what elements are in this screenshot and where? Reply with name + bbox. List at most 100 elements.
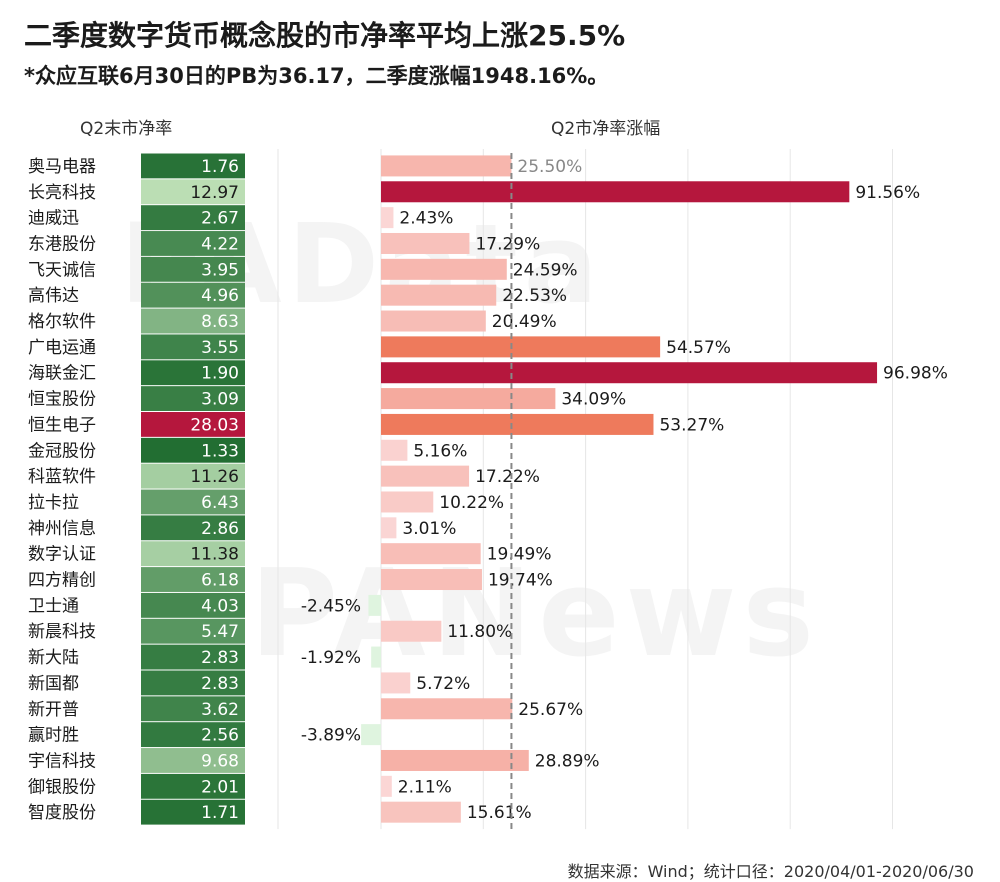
change-value-label: 34.09%	[561, 390, 626, 410]
change-value-label: -2.45%	[301, 596, 361, 616]
pb-cell	[141, 773, 245, 799]
pb-value-label: 5.47	[201, 622, 239, 642]
pb-cell	[141, 592, 245, 618]
pb-cell	[141, 541, 245, 567]
change-bar	[381, 491, 434, 513]
pb-value-label: 4.22	[201, 234, 239, 254]
pb-value-label: 3.62	[201, 700, 239, 720]
change-value-label: 25.50%	[517, 157, 582, 177]
change-bar	[381, 439, 408, 461]
change-value-label: 24.59%	[513, 260, 578, 280]
change-value-label: 19.49%	[487, 545, 552, 565]
change-bar	[381, 517, 397, 539]
pb-value-label: 3.55	[201, 338, 239, 358]
pb-value-label: 1.71	[201, 803, 239, 823]
pb-cell	[141, 515, 245, 541]
pb-value-label: 9.68	[201, 751, 239, 771]
change-bar	[381, 284, 497, 306]
category-label: 新开普	[28, 700, 79, 720]
change-value-label: 15.61%	[467, 803, 532, 823]
category-label: 四方精创	[28, 571, 96, 591]
change-value-label: 28.89%	[535, 751, 600, 771]
change-bar	[381, 801, 461, 823]
change-value-label: 3.01%	[402, 519, 456, 539]
pb-value-label: 2.56	[201, 726, 239, 746]
pb-cell	[141, 231, 245, 256]
change-value-label: 11.80%	[447, 622, 512, 642]
category-label: 新大陆	[28, 648, 79, 668]
change-bar	[381, 232, 470, 254]
pb-cell	[141, 463, 245, 489]
change-bar	[381, 569, 482, 591]
pb-value-label: 6.18	[201, 571, 239, 591]
pb-value-label: 28.03	[190, 415, 239, 435]
pb-cell	[141, 386, 245, 411]
category-label: 恒生电子	[28, 415, 96, 435]
category-label: 长亮科技	[28, 183, 96, 203]
category-label: 科蓝软件	[28, 467, 96, 487]
change-value-label: 96.98%	[883, 364, 948, 384]
pb-value-label: 11.26	[190, 467, 239, 487]
category-label: 迪威迅	[28, 209, 79, 229]
change-column-header: Q2市净率涨幅	[551, 119, 661, 139]
pb-value-label: 1.76	[201, 157, 239, 177]
category-label: 海联金汇	[28, 364, 96, 384]
pb-value-label: 3.95	[201, 260, 239, 280]
pb-value-label: 11.38	[190, 545, 239, 565]
change-bar	[381, 413, 654, 435]
pb-value-label: 4.96	[201, 286, 239, 306]
pb-cell	[141, 205, 245, 231]
pb-cell	[141, 489, 245, 515]
category-label: 飞天诚信	[28, 260, 96, 280]
change-value-label: -3.89%	[301, 726, 361, 746]
pb-cell	[141, 670, 245, 696]
category-label: 新晨科技	[28, 622, 96, 642]
pb-cell	[141, 256, 245, 282]
change-bar	[381, 155, 512, 177]
pb-cell	[141, 360, 245, 386]
category-label: 高伟达	[28, 286, 79, 306]
category-label: 御银股份	[28, 777, 96, 797]
pb-value-label: 2.83	[201, 648, 239, 668]
pb-cell	[141, 153, 245, 179]
change-value-label: 2.43%	[399, 209, 453, 229]
change-bar	[381, 388, 556, 410]
change-bar	[381, 207, 394, 229]
change-value-label: 10.22%	[439, 493, 504, 513]
change-value-label: 2.11%	[398, 777, 452, 797]
change-value-label: 5.16%	[413, 441, 467, 461]
pb-cell	[141, 179, 245, 205]
change-bar	[381, 620, 442, 642]
pb-cell	[141, 618, 245, 644]
pb-value-label: 12.97	[190, 183, 239, 203]
pb-cell	[141, 722, 245, 748]
change-value-label: 22.53%	[502, 286, 567, 306]
change-value-label: 17.29%	[475, 234, 540, 254]
change-bar	[371, 646, 381, 668]
chart-subtitle: *众应互联6月30日的PB为36.17，二季度涨幅1948.16%。	[24, 64, 609, 88]
category-label: 恒宝股份	[28, 390, 96, 410]
change-bar	[361, 724, 381, 746]
change-bar	[381, 543, 481, 565]
change-value-label: 5.72%	[416, 674, 470, 694]
category-label: 卫士通	[28, 596, 79, 616]
change-value-label: 54.57%	[666, 338, 731, 358]
change-value-label: 91.56%	[855, 183, 920, 203]
pb-value-label: 3.09	[201, 390, 239, 410]
category-label: 新国都	[28, 674, 79, 694]
change-bar	[381, 362, 878, 384]
pb-cell	[141, 412, 245, 437]
change-value-label: 17.22%	[475, 467, 540, 487]
category-label: 广电运通	[28, 338, 96, 358]
change-value-label: 20.49%	[492, 312, 557, 332]
pb-cell	[141, 437, 245, 463]
change-bar	[381, 258, 507, 280]
category-label: 东港股份	[28, 234, 96, 254]
change-bar	[381, 336, 661, 358]
pb-cell	[141, 748, 245, 773]
pb-value-label: 2.67	[201, 209, 239, 229]
change-bar	[381, 310, 486, 332]
category-label: 赢时胜	[28, 726, 79, 746]
change-bar	[381, 672, 411, 694]
